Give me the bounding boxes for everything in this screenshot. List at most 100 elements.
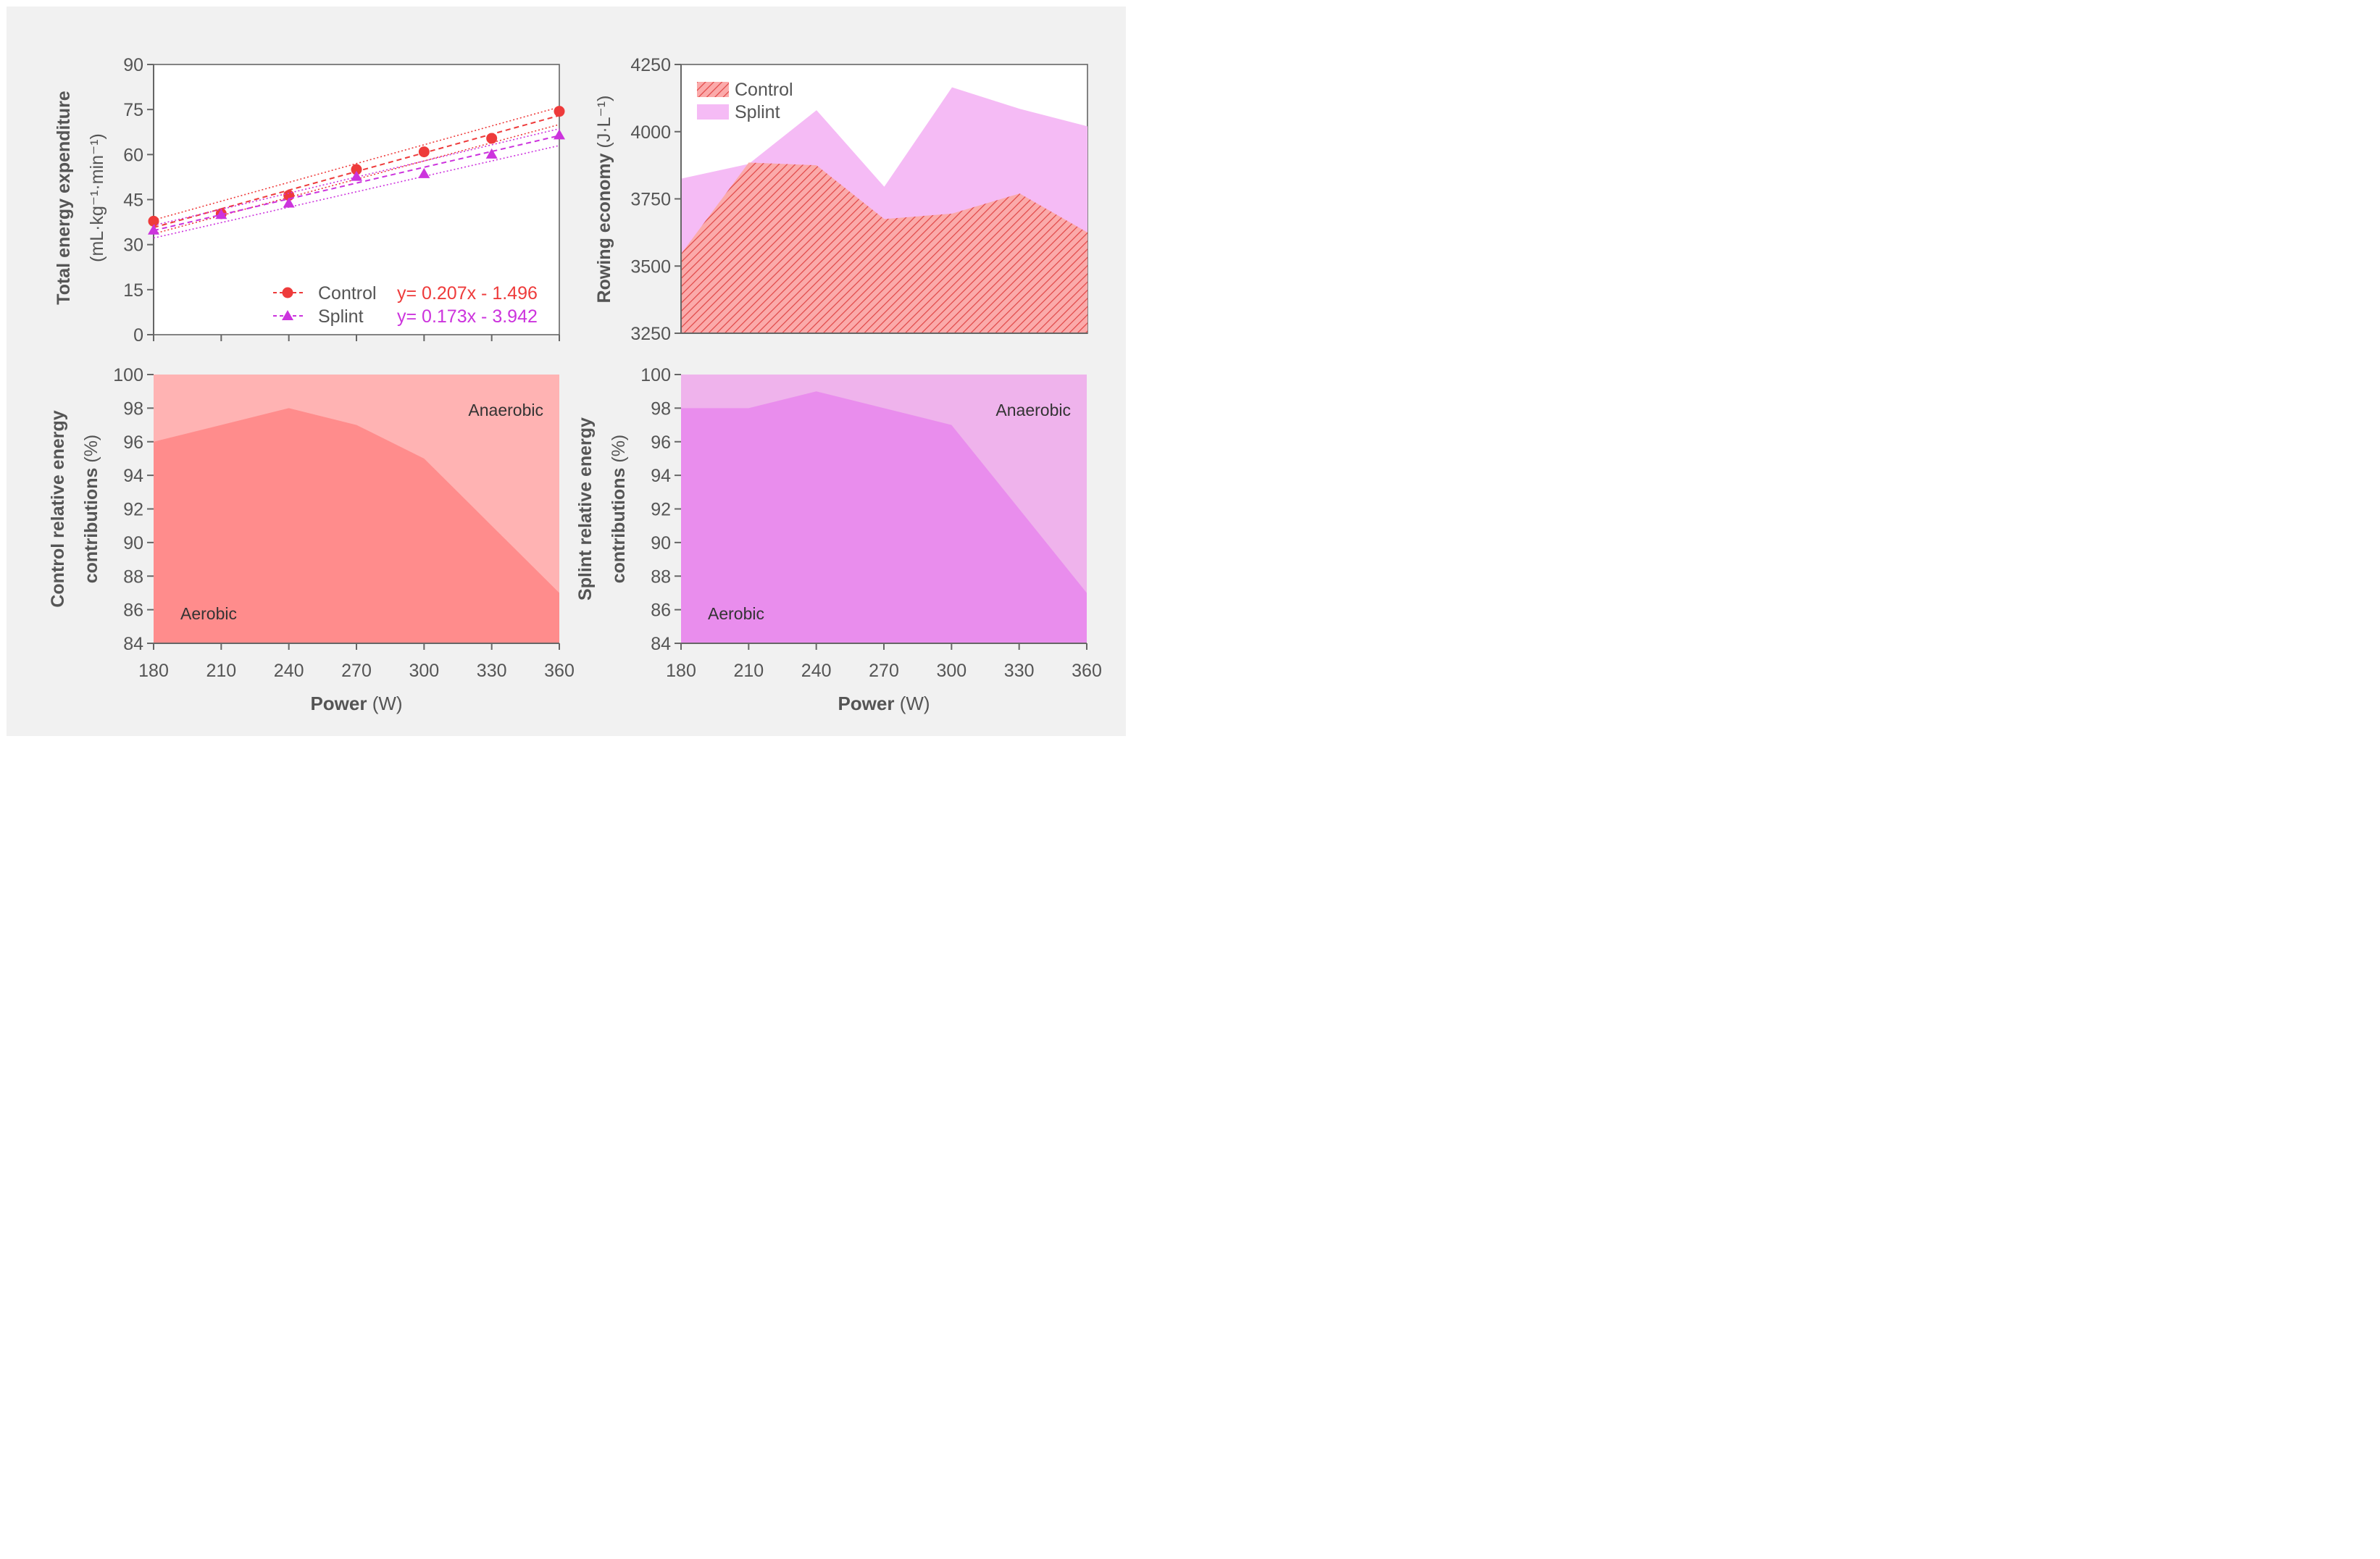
y-tick-label: 94 [123, 466, 143, 486]
y-axis-title-text: Rowing economy (J·L⁻¹) [594, 96, 614, 304]
y-tick-label: 45 [123, 191, 143, 211]
y-tick-label: 15 [123, 280, 143, 301]
x-tick-label: 330 [1004, 661, 1035, 681]
y-tick-label: 98 [651, 398, 671, 419]
y-axis-title-line2-main: contributions [609, 468, 629, 584]
anaerobic-label: Anaerobic [468, 401, 543, 419]
splint-legend-marker [282, 310, 293, 320]
y-tick-label: 30 [123, 235, 143, 256]
y-tick-label: 88 [123, 567, 143, 587]
control-legend-label: Control [735, 80, 793, 100]
y-tick-label: 100 [113, 365, 143, 385]
x-tick-label: 180 [138, 661, 169, 681]
splint-data-point [554, 129, 565, 140]
aerobic-area [154, 408, 559, 643]
splint-legend-label: Splint [735, 102, 780, 122]
y-tick-label: 96 [651, 432, 671, 453]
y-tick-label: 86 [123, 601, 143, 621]
y-axis-title-line1: Total energy expenditure [54, 91, 74, 305]
y-tick-label: 90 [651, 533, 671, 553]
x-axis-title: Power (W) [310, 693, 402, 714]
y-tick-label: 3250 [630, 324, 671, 344]
y-tick-label: 94 [651, 466, 671, 486]
y-tick-label: 100 [640, 365, 671, 385]
control-contribution-panel: 84 86 88 90 92 94 96 98 100 180 210 240 270 300 330 360… [48, 365, 575, 714]
y-axis-title-unit: (mL·kg⁻¹·min⁻¹) [87, 133, 107, 262]
y-tick-label: 90 [123, 533, 143, 553]
y-tick-label: 3500 [630, 256, 671, 277]
control-economy-area [681, 162, 1087, 333]
y-tick-label: 86 [651, 601, 671, 621]
aerobic-label: Aerobic [180, 604, 237, 623]
y-axis-title: Control relative energy contributions (%) [48, 410, 101, 607]
splint-data-point [283, 197, 295, 208]
x-tick-label: 210 [733, 661, 764, 681]
y-tick-label: 60 [123, 145, 143, 165]
y-tick-label: 88 [651, 567, 671, 587]
y-axis-title-line2: (mL·kg⁻¹·min⁻¹) [87, 133, 107, 262]
y-axis-title-line2: contributions (%) [609, 435, 629, 584]
aerobic-label: Aerobic [708, 604, 764, 623]
y-axis-title-line2: contributions (%) [81, 435, 101, 584]
control-data-point [418, 146, 430, 158]
y-tick-label: 3750 [630, 190, 671, 210]
x-axis-title-unit: (W) [894, 693, 930, 714]
control-legend-marker [282, 287, 293, 298]
y-axis-title-main: Control relative energy [48, 410, 68, 607]
y-axis-title-unit: (%) [609, 435, 629, 468]
splint-contribution-panel: 84 86 88 90 92 94 96 98 100 180 210 240 270 300 330 360… [575, 365, 1102, 714]
y-tick-label: 98 [123, 398, 143, 419]
x-tick-label: 180 [666, 661, 696, 681]
anaerobic-label: Anaerobic [995, 401, 1071, 419]
y-axis-title-line1: Splint relative energy [575, 417, 596, 601]
splint-equation: y= 0.173x - 3.942 [397, 306, 538, 327]
x-axis-title-main: Power [838, 693, 894, 714]
y-axis-title-main: Total energy expenditure [54, 91, 74, 305]
splint-legend-swatch [697, 104, 729, 120]
control-data-point [351, 164, 362, 175]
splint-data-point [215, 209, 227, 220]
figure: 0 15 30 45 60 75 90 Control y= 0.207x - 1.496 Spl… [7, 7, 1126, 736]
x-tick-label: 270 [341, 661, 372, 681]
aerobic-area [681, 391, 1087, 643]
control-data-point [486, 133, 498, 144]
energy-panel: 0 15 30 45 60 75 90 Control y= 0.207x - 1.496 Spl… [54, 55, 565, 346]
y-tick-label: 96 [123, 432, 143, 453]
splint-data-point [418, 167, 430, 178]
control-ci-upper-line [153, 106, 560, 221]
x-tick-label: 300 [936, 661, 966, 681]
y-axis-title-line2-main: contributions [81, 468, 101, 584]
y-axis-title-main: Splint relative energy [575, 417, 596, 601]
x-tick-label: 240 [801, 661, 832, 681]
splint-data-point [485, 148, 498, 159]
y-tick-label: 84 [123, 634, 143, 654]
x-tick-label: 300 [409, 661, 439, 681]
x-tick-label: 360 [544, 661, 575, 681]
y-axis-title-unit: (%) [81, 435, 101, 468]
y-tick-label: 4250 [630, 55, 671, 75]
x-tick-label: 330 [477, 661, 507, 681]
y-axis-title-main: Rowing economy [594, 153, 614, 303]
x-tick-label: 210 [206, 661, 236, 681]
splint-data-point [351, 170, 362, 181]
y-tick-label: 84 [651, 634, 671, 654]
x-tick-label: 360 [1072, 661, 1102, 681]
y-tick-label: 0 [133, 325, 143, 346]
y-tick-label: 75 [123, 100, 143, 120]
splint-ci-lower-line [153, 145, 560, 239]
control-equation: y= 0.207x - 1.496 [397, 283, 538, 304]
control-legend-swatch [697, 82, 729, 97]
control-data-point [148, 215, 159, 227]
plot-area [153, 64, 560, 335]
y-axis-title: Splint relative energy contributions (%) [575, 417, 629, 601]
y-axis-title: Rowing economy (J·L⁻¹) [594, 96, 614, 304]
splint-legend-label: Splint [318, 306, 364, 327]
x-axis-title-unit: (W) [367, 693, 402, 714]
x-axis-title-main: Power [310, 693, 367, 714]
splint-data-point [148, 224, 159, 235]
y-axis-title: Total energy expenditure (mL·kg⁻¹·min⁻¹) [54, 91, 107, 305]
y-tick-label: 92 [123, 500, 143, 520]
y-tick-label: 4000 [630, 122, 671, 143]
y-tick-label: 90 [123, 55, 143, 75]
y-axis-title-line1: Control relative energy [48, 410, 68, 607]
